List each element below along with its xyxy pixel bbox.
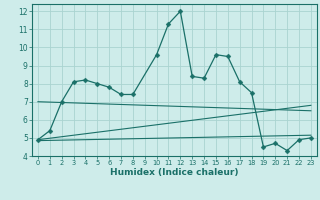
X-axis label: Humidex (Indice chaleur): Humidex (Indice chaleur) [110, 168, 239, 177]
